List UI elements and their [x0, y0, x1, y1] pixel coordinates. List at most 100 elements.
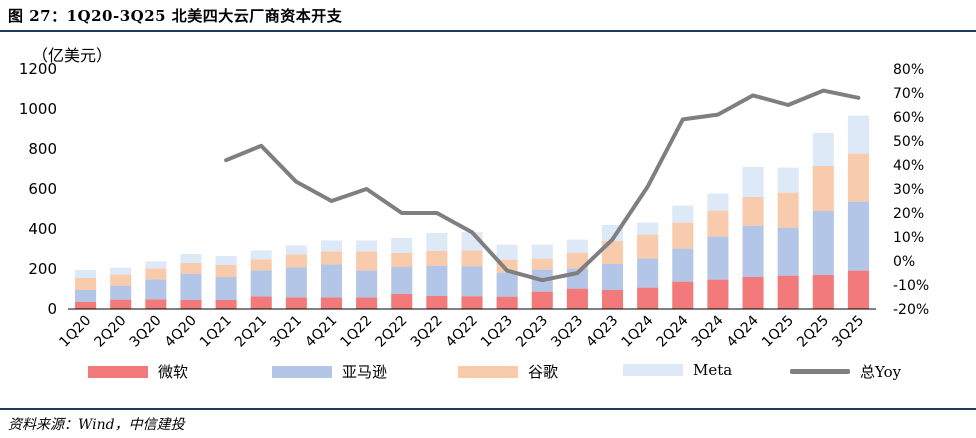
bar-amzn-4Q20: [180, 274, 202, 300]
y-left-tick-label: 1000: [19, 100, 57, 118]
bar-googl-1Q20: [75, 278, 97, 290]
x-tick-label: 3Q24: [689, 312, 727, 350]
y-left-tick-label: 200: [28, 260, 57, 278]
bar-meta-1Q21: [215, 256, 237, 265]
y-left-tick-label: 400: [28, 220, 57, 238]
bar-amzn-3Q24: [707, 236, 729, 280]
bar-msft-1Q20: [75, 302, 97, 309]
bar-msft-2Q22: [391, 294, 413, 309]
y-right-tick-label: 30%: [893, 182, 924, 198]
bar-meta-3Q21: [285, 245, 307, 255]
bar-msft-2Q20: [110, 299, 132, 309]
bar-googl-4Q24: [742, 197, 764, 226]
x-tick-label: 1Q22: [337, 313, 375, 351]
bar-msft-1Q24: [637, 287, 659, 309]
x-tick-label: 4Q21: [302, 313, 340, 351]
bar-msft-3Q22: [426, 296, 448, 309]
bar-amzn-4Q22: [461, 266, 483, 297]
bar-googl-3Q20: [145, 268, 167, 280]
bar-googl-2Q25: [812, 166, 834, 211]
bar-msft-4Q23: [601, 290, 624, 309]
y-right-tick-label: 0%: [893, 254, 915, 270]
footer-rule: [0, 408, 976, 410]
bar-amzn-2Q20: [110, 285, 132, 300]
bar-meta-2Q22: [391, 238, 413, 253]
bar-googl-2Q22: [391, 253, 413, 267]
bar-amzn-3Q22: [426, 266, 448, 296]
y-right-tick-label: 50%: [893, 134, 924, 150]
bar-amzn-1Q20: [75, 290, 97, 302]
bar-meta-3Q23: [566, 239, 588, 253]
bar-msft-4Q20: [180, 300, 202, 309]
legend-swatch-googl: [458, 365, 518, 378]
y-right-tick-label: 10%: [893, 230, 924, 246]
y-right-tick-label: 40%: [893, 158, 924, 174]
bar-googl-3Q24: [707, 210, 729, 237]
bar-msft-1Q23: [496, 296, 518, 309]
bar-amzn-1Q25: [777, 227, 799, 276]
bar-meta-1Q23: [496, 244, 518, 260]
x-tick-label: 4Q24: [724, 312, 762, 350]
bar-amzn-3Q20: [145, 279, 167, 300]
bar-amzn-4Q23: [601, 264, 624, 290]
capex-chart: 0 200 400 600 800 1000 1200 -20% -10% 0% 10% 20% 30%…: [19, 60, 929, 351]
bar-meta-3Q25: [847, 115, 869, 154]
bar-msft-3Q24: [707, 279, 729, 309]
legend-item-msft: 微软: [88, 361, 188, 382]
y-right-tick-label: -10%: [893, 278, 929, 294]
bar-amzn-4Q24: [742, 226, 764, 277]
bar-msft-1Q25: [777, 275, 799, 309]
x-tick-label: 1Q24: [619, 312, 657, 350]
y-left-tick-label: 800: [28, 140, 57, 158]
x-tick-label: 2Q24: [654, 312, 692, 350]
legend-label-googl: 谷歌: [528, 363, 559, 381]
legend-item-yoy: 总Yoy: [790, 361, 901, 382]
legend-swatch-msft: [88, 365, 148, 378]
bar-googl-3Q23: [566, 252, 588, 269]
x-tick-label: 2Q20: [92, 313, 130, 351]
legend-swatch-meta: [623, 364, 683, 376]
bar-meta-4Q20: [180, 254, 202, 263]
bar-msft-4Q22: [461, 296, 483, 309]
bar-amzn-1Q21: [215, 277, 237, 300]
bar-meta-1Q25: [777, 167, 799, 193]
bar-googl-4Q21: [320, 251, 343, 265]
bar-msft-3Q23: [566, 288, 588, 309]
x-tick-label: 4Q23: [583, 313, 621, 351]
bar-amzn-2Q25: [812, 211, 834, 275]
source-note: 资料来源：Wind，中信建投: [8, 417, 185, 433]
bar-meta-1Q20: [75, 270, 97, 278]
bar-msft-2Q25: [812, 275, 834, 309]
bar-meta-2Q20: [110, 267, 132, 275]
bar-msft-4Q21: [320, 297, 343, 309]
bar-meta-2Q21: [250, 250, 272, 260]
bar-msft-2Q23: [531, 291, 553, 309]
x-tick-label: 1Q25: [759, 313, 797, 351]
bar-meta-2Q25: [812, 133, 834, 166]
bar-meta-3Q24: [707, 193, 729, 211]
legend-label-amzn: 亚马逊: [342, 363, 388, 381]
y-axis-unit-label: （亿美元）: [32, 46, 113, 65]
x-tick-label: 2Q22: [373, 313, 411, 351]
bar-meta-1Q24: [637, 222, 659, 235]
bar-googl-2Q24: [672, 222, 694, 249]
x-tick-label: 1Q20: [56, 313, 94, 351]
bar-googl-4Q22: [461, 250, 483, 267]
bar-amzn-1Q23: [496, 272, 518, 297]
bar-meta-4Q21: [320, 240, 343, 252]
legend-item-googl: 谷歌: [458, 361, 558, 382]
y-right-tick-label: 60%: [893, 110, 924, 126]
bar-amzn-1Q22: [356, 270, 378, 298]
bar-googl-2Q20: [110, 274, 132, 286]
bar-meta-1Q22: [356, 240, 378, 252]
legend-label-meta: Meta: [693, 361, 733, 379]
title-rule: [0, 30, 976, 32]
legend-item-amzn: 亚马逊: [272, 361, 387, 382]
bar-meta-2Q24: [672, 205, 694, 223]
bar-googl-4Q20: [180, 263, 202, 274]
bar-googl-1Q24: [637, 234, 659, 259]
x-tick-label: 3Q20: [127, 313, 165, 351]
bar-msft-1Q21: [215, 300, 237, 309]
bar-googl-1Q25: [777, 192, 799, 228]
